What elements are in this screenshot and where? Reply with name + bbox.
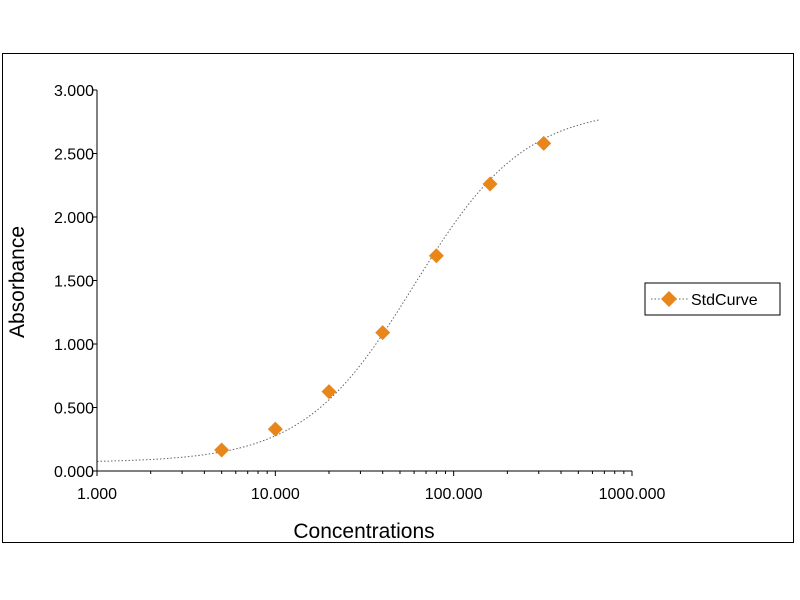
axes-layer	[92, 89, 633, 476]
y-tick-label: 3.000	[54, 83, 94, 100]
legend: StdCurve	[644, 282, 781, 316]
x-tick-label: 100.000	[425, 486, 483, 503]
data-point	[321, 384, 337, 400]
data-point	[214, 442, 230, 458]
data-point	[428, 248, 444, 264]
legend-marker	[661, 291, 677, 307]
x-tick-label: 1000.000	[599, 486, 666, 503]
data-points	[214, 135, 552, 458]
x-tick-label: 1.000	[77, 486, 117, 503]
chart-frame	[2, 53, 794, 543]
data-point	[267, 421, 283, 437]
y-tick-label: 1.500	[54, 274, 94, 291]
x-tick-labels: 1.000 10.000 100.000 1000.000	[77, 486, 665, 503]
legend-label: StdCurve	[691, 292, 758, 309]
y-tick-label: 2.500	[54, 147, 94, 164]
y-tick-label: 0.500	[54, 401, 94, 418]
data-point	[482, 176, 498, 192]
data-point	[536, 135, 552, 151]
x-axis-title: Concentrations	[293, 520, 434, 543]
fit-curve	[96, 119, 599, 462]
y-tick-labels: 0.000 0.500 1.000 1.500 2.000 2.500 3.000	[54, 83, 94, 481]
fit-curve-layer	[96, 119, 599, 462]
x-tick-label: 10.000	[251, 486, 300, 503]
data-point	[375, 325, 391, 341]
y-axis-title: Absorbance	[6, 226, 29, 338]
y-tick-label: 1.000	[54, 337, 94, 354]
y-tick-label: 2.000	[54, 210, 94, 227]
y-tick-label: 0.000	[54, 464, 94, 481]
